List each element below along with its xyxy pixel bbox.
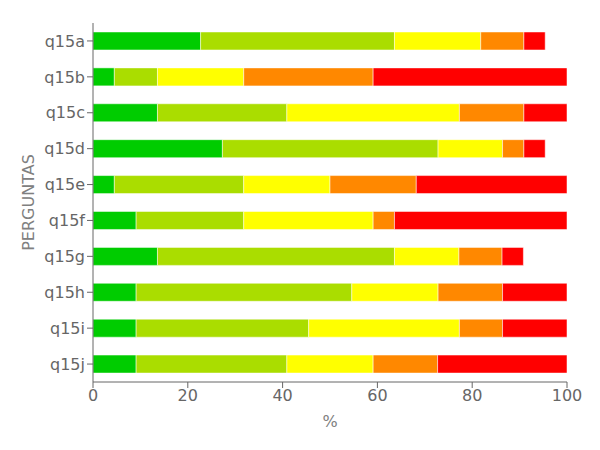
svg-text:q15j: q15j [50, 355, 85, 374]
svg-text:q15a: q15a [45, 32, 85, 51]
svg-text:20: 20 [178, 386, 198, 405]
svg-text:80: 80 [462, 386, 482, 405]
svg-text:q15e: q15e [45, 175, 85, 194]
svg-text:q15i: q15i [50, 319, 85, 338]
svg-text:40: 40 [272, 386, 292, 405]
svg-text:q15f: q15f [49, 211, 86, 230]
svg-text:0: 0 [88, 386, 98, 405]
svg-text:%: % [322, 412, 337, 431]
svg-text:q15c: q15c [46, 103, 85, 122]
svg-text:q15h: q15h [44, 283, 85, 302]
svg-text:q15d: q15d [44, 139, 85, 158]
svg-text:q15b: q15b [44, 68, 85, 87]
svg-text:100: 100 [552, 386, 583, 405]
svg-text:PERGUNTAS: PERGUNTAS [19, 154, 38, 251]
svg-text:60: 60 [367, 386, 387, 405]
svg-text:q15g: q15g [44, 247, 85, 266]
